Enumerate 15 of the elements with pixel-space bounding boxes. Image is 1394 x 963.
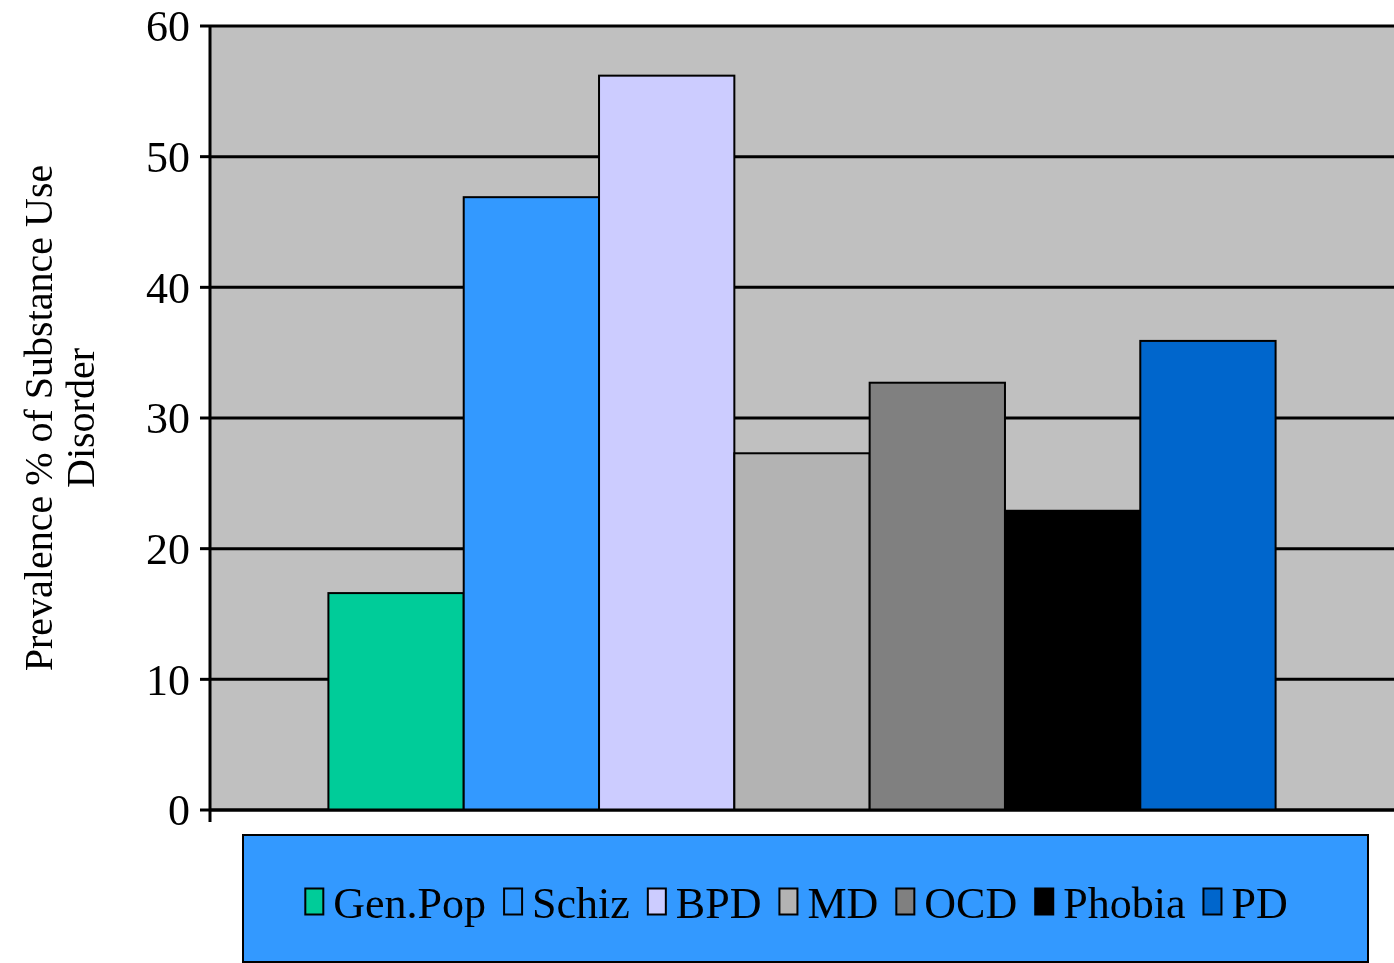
legend-label: OCD [924,878,1018,928]
y-tick-label: 0 [168,786,190,836]
legend-label: BPD [675,878,762,928]
legend-label: Schiz [532,878,630,928]
y-tick-label: 20 [146,525,190,575]
y-tick-label: 10 [146,655,190,705]
legend-label: PD [1231,878,1288,928]
y-tick-label: 30 [146,394,190,444]
legend-label: Gen.Pop [333,878,487,928]
legend-label: Phobia [1063,878,1186,928]
y-axis-title: Prevalence % of Substance Use Disorder [16,164,103,672]
y-tick-label: 60 [146,2,190,52]
y-tick-label: 50 [146,133,190,183]
legend-label: MD [807,878,879,928]
y-tick-label: 40 [146,263,190,313]
